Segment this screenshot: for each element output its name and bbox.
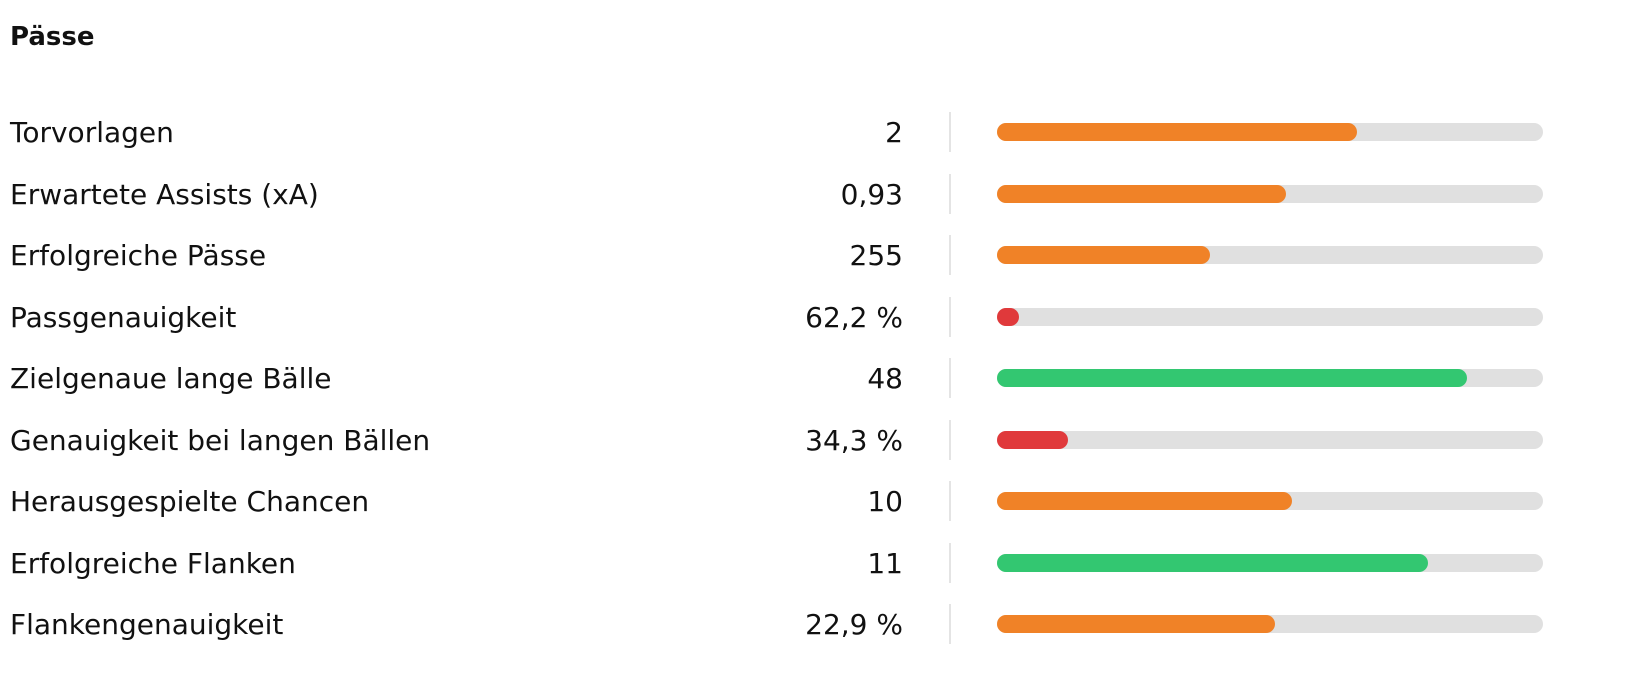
percentile-track — [997, 553, 1543, 572]
stat-value: 48 — [867, 362, 903, 395]
stat-value: 10 — [867, 485, 903, 518]
divider — [949, 542, 951, 583]
percentile-track — [997, 184, 1543, 203]
stat-row: Herausgespielte Chancen 10 — [0, 479, 1632, 523]
stat-label: Herausgespielte Chancen — [10, 485, 370, 518]
stat-row: Genauigkeit bei langen Bällen 34,3 % — [0, 418, 1632, 462]
stat-label: Erfolgreiche Pässe — [10, 239, 267, 272]
divider — [949, 419, 951, 460]
stat-value: 2 — [885, 116, 903, 149]
stat-row: Erfolgreiche Flanken 11 — [0, 541, 1632, 585]
percentile-bar — [997, 369, 1467, 387]
stat-value: 0,93 — [840, 177, 903, 211]
percentile-track — [997, 123, 1543, 141]
percentile-track — [997, 307, 1543, 326]
stat-label: Torvorlagen — [10, 116, 174, 149]
stat-value: 11 — [867, 546, 903, 580]
stat-label: Zielgenaue lange Bälle — [10, 362, 332, 395]
stat-label: Flankengenauigkeit — [10, 608, 284, 641]
divider — [949, 235, 951, 275]
stat-label: Genauigkeit bei langen Bällen — [10, 423, 431, 457]
divider — [949, 112, 951, 152]
percentile-track — [997, 246, 1543, 264]
percentile-bar — [997, 246, 1210, 264]
stat-row: Erwartete Assists (xA) 0,93 — [0, 172, 1632, 216]
stat-value: 22,9 % — [805, 608, 903, 641]
divider — [949, 358, 951, 398]
stat-label: Erwartete Assists (xA) — [10, 177, 319, 211]
percentile-bar — [997, 307, 1019, 326]
stat-row: Torvorlagen 2 — [0, 110, 1632, 154]
section-title: Pässe — [10, 22, 95, 52]
divider — [949, 604, 951, 644]
percentile-bar — [997, 123, 1358, 141]
percentile-bar — [997, 492, 1292, 510]
stat-row: Passgenauigkeit 62,2 % — [0, 295, 1632, 339]
percentile-track — [997, 492, 1543, 510]
stat-row: Erfolgreiche Pässe 255 — [0, 233, 1632, 277]
stat-value: 255 — [849, 239, 903, 272]
percentile-track — [997, 615, 1543, 633]
percentile-bar — [997, 615, 1276, 633]
stat-label: Passgenauigkeit — [10, 300, 237, 334]
stat-value: 34,3 % — [805, 423, 903, 457]
divider — [949, 296, 951, 337]
divider — [949, 173, 951, 214]
percentile-bar — [997, 430, 1068, 449]
percentile-track — [997, 369, 1543, 387]
percentile-bar — [997, 184, 1287, 203]
stat-label: Erfolgreiche Flanken — [10, 546, 296, 580]
stat-value: 62,2 % — [805, 300, 903, 334]
stat-row: Flankengenauigkeit 22,9 % — [0, 602, 1632, 646]
stat-row: Zielgenaue lange Bälle 48 — [0, 356, 1632, 400]
percentile-track — [997, 430, 1543, 449]
percentile-bar — [997, 553, 1429, 572]
divider — [949, 481, 951, 521]
